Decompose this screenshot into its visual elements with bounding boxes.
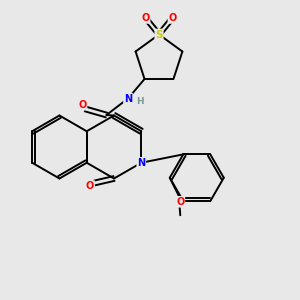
Text: S: S <box>155 29 163 40</box>
Text: O: O <box>168 13 177 23</box>
Text: H: H <box>136 97 143 106</box>
Text: O: O <box>78 100 87 110</box>
Text: O: O <box>86 181 94 191</box>
Text: O: O <box>141 13 150 23</box>
Text: O: O <box>176 197 184 207</box>
Text: N: N <box>137 158 145 168</box>
Text: N: N <box>124 94 132 103</box>
